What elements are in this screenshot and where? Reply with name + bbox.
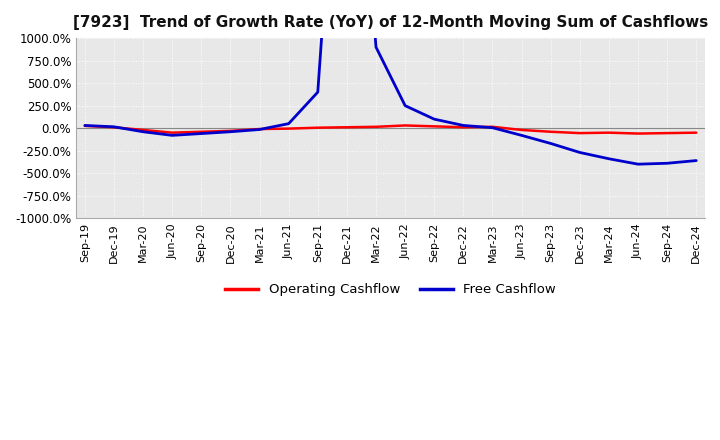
Legend: Operating Cashflow, Free Cashflow: Operating Cashflow, Free Cashflow bbox=[220, 278, 562, 302]
Title: [7923]  Trend of Growth Rate (YoY) of 12-Month Moving Sum of Cashflows: [7923] Trend of Growth Rate (YoY) of 12-… bbox=[73, 15, 708, 30]
